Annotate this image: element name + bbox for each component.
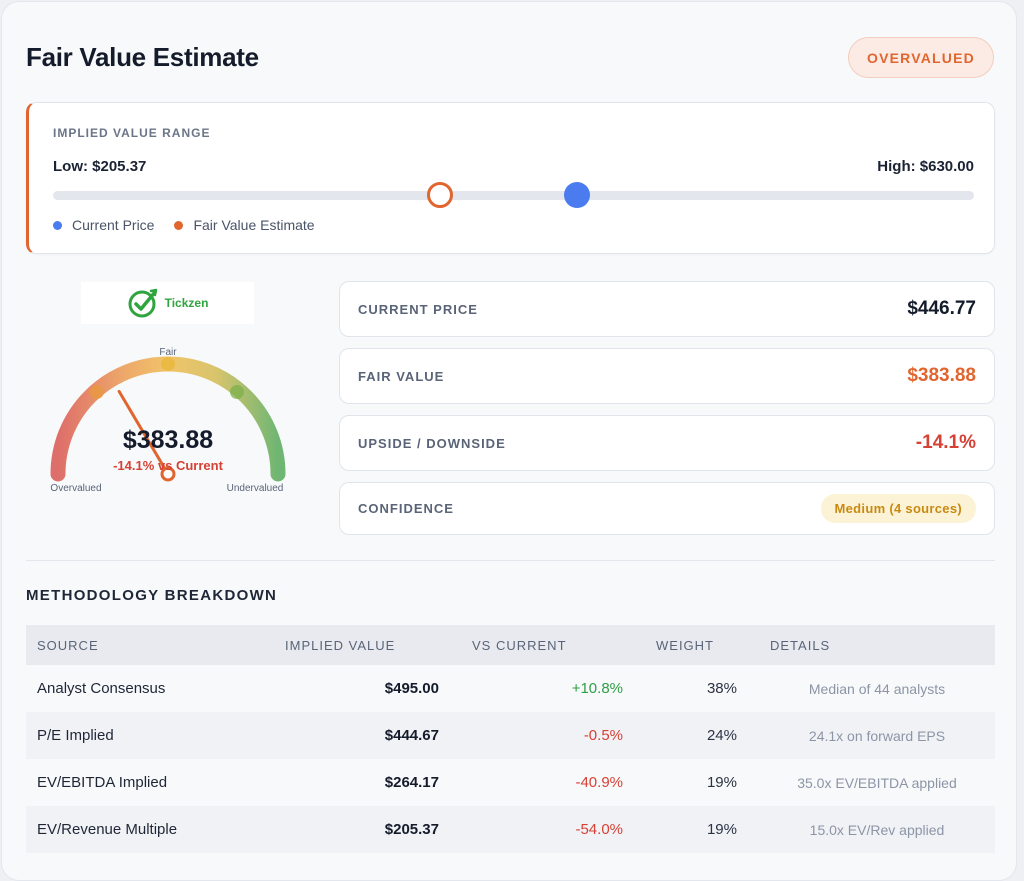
gauge-tick-dot <box>161 357 175 371</box>
cell-implied-value: $495.00 <box>384 680 439 697</box>
implied-value-range-panel: IMPLIED VALUE RANGE Low: $205.37 High: $… <box>26 102 995 254</box>
gauge-needle-pivot <box>160 466 176 482</box>
range-track <box>53 182 974 208</box>
legend-item-current-price: Current Price <box>53 217 154 233</box>
column-header: DETAILS <box>759 625 995 665</box>
cell-details: 35.0x EV/EBITDA applied <box>797 774 957 791</box>
fair-value-marker <box>427 182 454 208</box>
cell-vs-current: -40.9% <box>575 774 623 791</box>
tickzen-logo: Tickzen <box>81 282 254 324</box>
stat-value: $446.77 <box>907 298 976 319</box>
gauge-price: $383.88 <box>122 426 214 454</box>
status-badge: OVERVALUED <box>848 37 994 78</box>
stat-label: FAIR VALUE <box>358 368 445 384</box>
cell-source: P/E Implied <box>37 727 114 744</box>
column-header: VS CURRENT <box>461 625 645 665</box>
cell-vs-current: -54.0% <box>575 821 623 838</box>
table-header-row: SOURCE IMPLIED VALUE VS CURRENT WEIGHT D… <box>26 625 995 665</box>
table-row: EV/Revenue Multiple $205.37 -54.0% 19% 1… <box>26 806 995 853</box>
stat-value: $383.88 <box>907 365 976 386</box>
range-legend: Current Price Fair Value Estimate <box>53 217 315 233</box>
range-high-value: High: $630.00 <box>877 158 974 175</box>
stat-upside-downside: UPSIDE / DOWNSIDE -14.1% <box>339 415 995 471</box>
gauge-label-undervalued: Undervalued <box>227 483 284 494</box>
cell-source: EV/Revenue Multiple <box>37 821 178 838</box>
check-circle-icon <box>128 288 157 318</box>
range-low-value: Low: $205.37 <box>53 158 147 175</box>
stat-label: CURRENT PRICE <box>358 301 478 317</box>
stat-label: CONFIDENCE <box>358 501 454 516</box>
cell-weight: 19% <box>706 774 737 791</box>
gauge-label-overvalued: Overvalued <box>50 483 101 494</box>
stat-fair-value: FAIR VALUE $383.88 <box>339 348 995 404</box>
table-row: Analyst Consensus $495.00 +10.8% 38% Med… <box>26 665 995 712</box>
gauge-label-fair: Fair <box>159 347 177 358</box>
column-header: SOURCE <box>26 625 274 665</box>
stat-label: UPSIDE / DOWNSIDE <box>358 435 506 451</box>
cell-vs-current: +10.8% <box>571 680 623 697</box>
gauge-tick-dot <box>90 385 104 399</box>
stat-current-price: CURRENT PRICE $446.77 <box>339 281 995 337</box>
column-header: IMPLIED VALUE <box>274 625 461 665</box>
section-divider <box>26 560 995 561</box>
cell-weight: 24% <box>706 727 737 744</box>
gauge-needle <box>117 389 170 476</box>
column-header: WEIGHT <box>645 625 759 665</box>
legend-label: Fair Value Estimate <box>193 217 315 233</box>
current-price-marker <box>563 182 590 208</box>
legend-label: Current Price <box>72 217 155 233</box>
cell-details: Median of 44 analysts <box>808 680 946 697</box>
cell-weight: 38% <box>706 680 737 697</box>
gauge-tick-dot <box>230 385 244 399</box>
legend-dot-icon <box>53 220 62 230</box>
legend-item-fair-value: Fair Value Estimate <box>174 217 315 233</box>
confidence-badge: Medium (4 sources) <box>820 494 976 523</box>
range-label: IMPLIED VALUE RANGE <box>53 126 211 140</box>
page-title: Fair Value Estimate <box>26 42 259 72</box>
table-row: P/E Implied $444.67 -0.5% 24% 24.1x on f… <box>26 712 995 759</box>
cell-implied-value: $444.67 <box>384 727 439 744</box>
methodology-title: METHODOLOGY BREAKDOWN <box>26 587 278 604</box>
cell-implied-value: $264.17 <box>384 774 439 791</box>
stat-confidence: CONFIDENCE Medium (4 sources) <box>339 482 995 535</box>
cell-details: 15.0x EV/Rev applied <box>809 821 945 838</box>
cell-source: Analyst Consensus <box>37 680 166 697</box>
cell-source: EV/EBITDA Implied <box>37 774 168 791</box>
legend-dot-icon <box>174 220 184 230</box>
cell-implied-value: $205.37 <box>384 821 439 838</box>
cell-weight: 19% <box>706 821 737 838</box>
cell-details: 24.1x on forward EPS <box>808 727 946 744</box>
valuation-gauge: Fair Overvalued Undervalued <box>50 347 286 494</box>
table-row: EV/EBITDA Implied $264.17 -40.9% 19% 35.… <box>26 759 995 806</box>
logo-text: Tickzen <box>164 296 209 310</box>
cell-vs-current: -0.5% <box>583 727 623 744</box>
gauge-vs-current: -14.1% vs Current <box>113 458 223 473</box>
methodology-table: SOURCE IMPLIED VALUE VS CURRENT WEIGHT D… <box>26 625 995 853</box>
stat-value: -14.1% <box>915 432 976 453</box>
